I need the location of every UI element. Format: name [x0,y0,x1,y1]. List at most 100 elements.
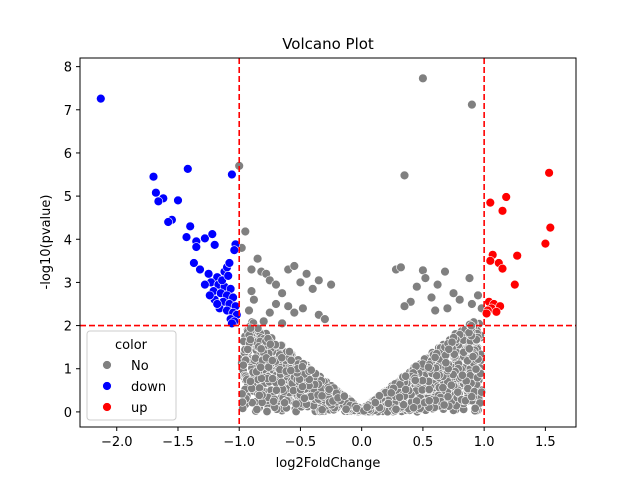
legend-label-down: down [131,380,166,395]
point-no [383,398,393,408]
y-tick-label: 3 [64,276,72,291]
point-no [256,344,266,354]
point-no [446,380,456,390]
point-no [314,275,324,285]
point-no [399,170,410,181]
point-up [491,307,502,317]
point-no [326,279,336,290]
point-no [439,400,449,410]
point-no [243,344,253,354]
y-tick-label: 6 [64,147,72,162]
point-no [244,305,254,316]
point-down [191,242,202,252]
point-no [289,261,299,271]
point-no [471,364,481,374]
point-down [212,299,222,309]
point-no [396,262,406,272]
y-axis: 0 1 2 3 4 5 6 7 8 [64,61,80,421]
point-no [399,400,409,410]
point-no [426,292,437,303]
point-no [262,406,272,416]
point-no [418,73,428,84]
point-no [252,254,263,264]
point-no [246,286,257,296]
plot-frame [79,57,577,428]
point-down [153,196,164,207]
point-no [317,391,327,401]
point-no [441,358,451,368]
point-down [148,172,159,182]
point-no [237,397,247,407]
point-no [468,352,478,362]
point-no [265,307,275,318]
point-down [229,245,240,255]
x-tick-label: −1.5 [162,435,194,450]
point-no [424,396,434,406]
point-no [430,352,440,362]
point-no [455,295,465,305]
y-tick-label: 4 [64,233,72,248]
point-no [339,391,349,401]
point-up [545,222,555,233]
chart-title: Volcano Plot [282,35,374,53]
point-no [245,335,255,345]
point-no [308,284,318,294]
point-no [276,377,286,387]
point-no [271,299,281,309]
y-tick-label: 2 [64,320,72,335]
point-down [200,279,210,290]
point-no [470,403,480,413]
point-no [271,385,281,395]
point-up [544,168,554,178]
point-no [267,355,277,365]
y-tick-label: 0 [64,406,72,421]
point-no [256,362,266,372]
point-down [223,271,233,281]
point-no [442,303,453,313]
point-no [432,371,442,381]
x-tick-label: 0.5 [413,435,434,450]
point-no [295,277,306,288]
point-no [464,344,474,354]
point-no [395,392,405,402]
x-axis-label: log2FoldChange [276,456,381,471]
point-no [448,288,459,298]
point-no [238,360,248,370]
x-tick-label: −2.0 [101,435,133,450]
point-down [224,258,235,268]
point-down [227,318,237,329]
point-no [306,365,316,375]
point-down [181,232,192,242]
legend-label-no: No [131,359,149,374]
point-no [440,266,450,277]
point-no [283,301,293,311]
point-no [473,290,483,301]
point-no [432,279,443,290]
point-no [424,384,434,394]
y-axis-label: -log10(pvalue) [39,195,54,290]
point-no [453,387,463,397]
point-no [467,299,477,309]
point-no [280,398,290,408]
point-up [501,192,511,202]
point-no [401,384,411,394]
point-down [173,195,183,206]
point-no [410,375,420,385]
point-no [317,405,327,415]
point-no [265,339,275,349]
point-no [467,99,477,110]
point-no [269,396,279,406]
point-up [512,251,522,261]
point-no [286,355,296,365]
point-no [299,393,309,403]
point-down [151,188,161,198]
point-no [268,374,278,384]
point-no [341,404,351,414]
point-no [443,392,453,402]
point-no [409,403,419,413]
points-layer [96,73,555,417]
point-down [195,264,205,275]
point-no [412,282,422,292]
point-no [374,391,384,401]
